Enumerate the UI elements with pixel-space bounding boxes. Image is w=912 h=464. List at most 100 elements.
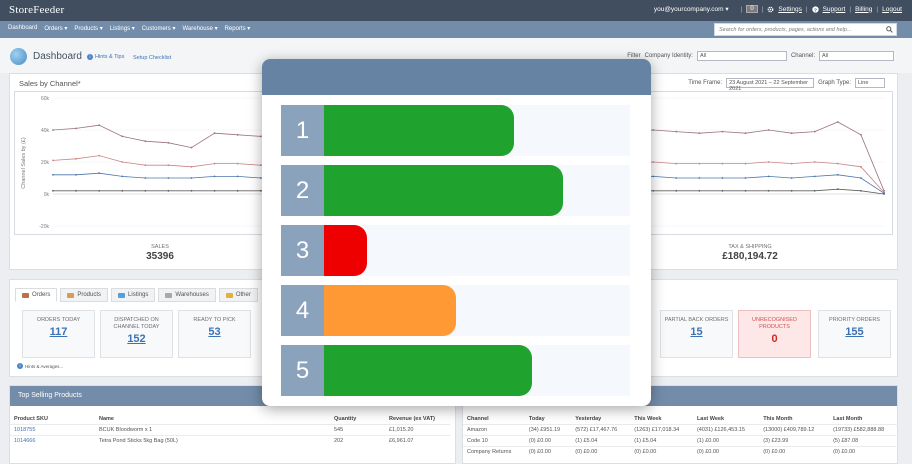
data-point[interactable] [883,193,885,195]
data-point[interactable] [52,189,54,192]
billing-link[interactable]: Billing [855,5,873,13]
data-point[interactable] [860,189,862,192]
card-ready-to-pick[interactable]: READY TO PICK 53 [178,310,251,358]
data-point[interactable] [121,175,124,178]
data-point[interactable] [767,129,770,131]
data-point[interactable] [75,189,77,192]
data-point[interactable] [721,177,724,179]
data-point[interactable] [744,189,747,192]
data-point[interactable] [721,130,724,133]
data-point[interactable] [167,164,170,167]
user-menu[interactable]: you@yourcompany.com ▾ [653,6,729,13]
data-point[interactable] [675,189,678,192]
hints-label[interactable]: Hints & Tips [95,54,125,60]
data-point[interactable] [259,164,262,167]
card-priority-orders[interactable]: PRIORITY ORDERS 155 [818,310,891,358]
nav-item-2[interactable]: Products ▾ [74,26,103,32]
data-point[interactable] [698,189,701,192]
data-point[interactable] [790,132,793,135]
data-point[interactable] [98,189,101,192]
card-value[interactable]: 155 [845,326,864,338]
data-point[interactable] [167,177,170,179]
data-point[interactable] [213,132,216,135]
data-point[interactable] [213,189,216,192]
data-point[interactable] [144,189,147,192]
tab-other[interactable]: Other [218,288,258,302]
data-point[interactable] [236,133,239,136]
channel-select[interactable]: All [819,51,894,61]
nav-item-4[interactable]: Customers ▾ [141,26,176,32]
data-point[interactable] [836,162,839,165]
data-point[interactable] [860,177,862,179]
data-point[interactable] [144,140,147,143]
data-point[interactable] [190,177,193,179]
logout-link[interactable]: Logout [882,5,902,13]
data-point[interactable] [52,129,54,131]
data-point[interactable] [767,175,770,178]
data-point[interactable] [213,162,216,165]
settings-link[interactable]: Settings [778,5,802,13]
tab-orders[interactable]: Orders [15,288,58,302]
data-point[interactable] [75,173,77,176]
search-icon[interactable] [886,26,893,33]
data-point[interactable] [675,162,678,165]
data-point[interactable] [190,165,193,168]
data-point[interactable] [767,189,770,192]
data-point[interactable] [259,189,262,192]
nav-item-0[interactable]: Dashboard [8,25,38,31]
notification-badge[interactable]: 0 [746,5,758,13]
data-point[interactable] [698,177,701,179]
data-point[interactable] [121,135,124,138]
data-point[interactable] [675,177,678,179]
data-point[interactable] [75,127,77,130]
tab-listings[interactable]: Listings [111,288,156,302]
data-point[interactable] [836,173,839,176]
data-point[interactable] [790,162,793,165]
search-input[interactable]: Search for orders, products, pages, acti… [714,23,897,36]
data-point[interactable] [883,189,885,192]
data-point[interactable] [744,177,747,179]
support-link[interactable]: Support [822,5,846,13]
card-value[interactable]: 15 [690,326,703,338]
data-point[interactable] [236,175,239,178]
hints-link[interactable]: i Hints & Tips [87,54,124,60]
card-orders-today[interactable]: ORDERS TODAY 117 [22,310,95,358]
data-point[interactable] [790,189,793,192]
data-point[interactable] [813,175,816,178]
data-point[interactable] [698,132,701,135]
app-logo[interactable]: StoreFeeder [9,4,65,16]
data-point[interactable] [75,157,77,160]
data-point[interactable] [813,161,816,163]
data-point[interactable] [836,188,839,191]
data-point[interactable] [767,161,770,163]
data-point[interactable] [813,130,816,133]
sku-link[interactable]: 1018755 [14,427,36,433]
data-point[interactable] [190,189,193,192]
data-point[interactable] [698,162,701,165]
data-point[interactable] [652,175,655,178]
data-point[interactable] [721,189,724,192]
data-point[interactable] [652,161,655,163]
card-partial-back-orders[interactable]: PARTIAL BACK ORDERS 15 [660,310,733,358]
data-point[interactable] [259,135,262,138]
card-value[interactable]: 152 [127,333,146,345]
data-point[interactable] [744,132,747,135]
time-frame-input[interactable]: 23 August 2021 – 22 September 2021 [726,78,815,92]
tab-products[interactable]: Products [60,288,109,302]
data-point[interactable] [213,175,216,178]
data-point[interactable] [144,177,147,179]
data-point[interactable] [744,162,747,165]
data-point[interactable] [860,165,862,168]
data-point[interactable] [52,173,54,176]
card-dispatched[interactable]: DISPATCHED ON CHANNEL TODAY 152 [100,310,173,358]
sku-link[interactable]: 1014666 [14,438,36,444]
data-point[interactable] [98,172,101,175]
data-point[interactable] [167,189,170,192]
nav-item-5[interactable]: Warehouse ▾ [182,26,218,32]
nav-item-1[interactable]: Orders ▾ [44,26,68,32]
data-point[interactable] [652,129,655,131]
data-point[interactable] [98,124,101,127]
hints-averages-link[interactable]: i Hints & Averages... [17,363,63,369]
data-point[interactable] [236,162,239,165]
data-point[interactable] [813,189,816,192]
